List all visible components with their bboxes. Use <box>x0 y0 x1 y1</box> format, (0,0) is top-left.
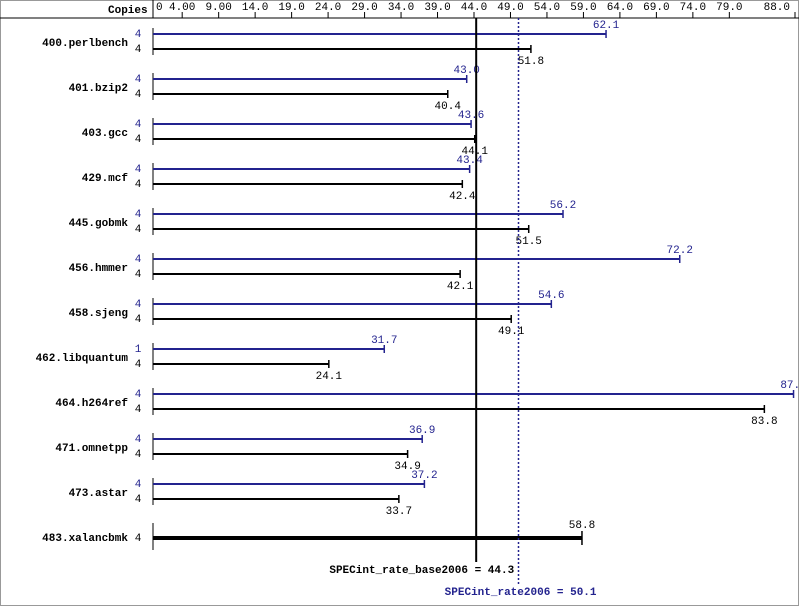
value-label: 51.8 <box>518 56 544 68</box>
copies-label: 4 <box>135 389 142 401</box>
copies-label: 4 <box>135 224 142 236</box>
value-label: 51.5 <box>516 236 542 248</box>
benchmark-label: 458.sjeng <box>69 308 128 320</box>
benchmark-label: 445.gobmk <box>69 218 129 230</box>
value-label: 62.1 <box>593 20 620 32</box>
reference-label: SPECint_rate_base2006 = 44.3 <box>329 565 514 577</box>
copies-label: 4 <box>135 434 142 446</box>
benchmark-label: 403.gcc <box>82 128 128 140</box>
x-tick-label: 59.0 <box>570 2 596 14</box>
copies-label: 4 <box>135 533 142 545</box>
value-label: 36.9 <box>409 425 435 437</box>
x-tick-label: 19.0 <box>278 2 304 14</box>
benchmark-label: 464.h264ref <box>55 398 128 410</box>
copies-label: 4 <box>135 44 142 56</box>
copies-label: 4 <box>135 299 142 311</box>
value-label: 72.2 <box>667 245 693 257</box>
x-tick-label: 14.0 <box>242 2 268 14</box>
x-tick-label: 4.00 <box>169 2 195 14</box>
x-tick-label: 24.0 <box>315 2 341 14</box>
copies-label: 4 <box>135 404 142 416</box>
value-label: 54.6 <box>538 290 564 302</box>
copies-label: 1 <box>135 344 142 356</box>
x-tick-label: 9.00 <box>205 2 231 14</box>
copies-label: 4 <box>135 449 142 461</box>
copies-label: 4 <box>135 89 142 101</box>
benchmark-label: 473.astar <box>69 488 128 500</box>
x-tick-label: 88.0 <box>764 2 790 14</box>
x-tick-label: 69.0 <box>643 2 669 14</box>
value-label: 43.4 <box>456 155 483 167</box>
x-tick-label: 64.0 <box>607 2 633 14</box>
copies-label: 4 <box>135 479 142 491</box>
copies-label: 4 <box>135 164 142 176</box>
value-label: 43.6 <box>458 110 484 122</box>
value-label: 34.9 <box>394 461 420 473</box>
value-label: 33.7 <box>386 506 412 518</box>
reference-label: SPECint_rate2006 = 50.1 <box>445 587 597 599</box>
value-label: 37.2 <box>411 470 437 482</box>
copies-label: 4 <box>135 314 142 326</box>
value-label: 49.1 <box>498 326 525 338</box>
copies-label: 4 <box>135 359 142 371</box>
copies-label: 4 <box>135 29 142 41</box>
benchmark-label: 401.bzip2 <box>69 83 128 95</box>
copies-label: 4 <box>135 74 142 86</box>
copies-label: 4 <box>135 134 142 146</box>
value-label: 24.1 <box>316 371 343 383</box>
value-label: 83.8 <box>751 416 777 428</box>
copies-label: 4 <box>135 269 142 281</box>
value-label: 43.0 <box>454 65 480 77</box>
value-label: 40.4 <box>435 101 462 113</box>
x-tick-label: 29.0 <box>351 2 377 14</box>
benchmark-label: 471.omnetpp <box>55 443 128 455</box>
value-label: 87.8 <box>780 380 799 392</box>
value-label: 56.2 <box>550 200 576 212</box>
x-tick-label: 39.0 <box>424 2 450 14</box>
x-tick-label: 79.0 <box>716 2 742 14</box>
benchmark-label: 429.mcf <box>82 173 129 185</box>
benchmark-label: 400.perlbench <box>42 38 128 50</box>
value-label: 42.1 <box>447 281 474 293</box>
value-label: 42.4 <box>449 191 476 203</box>
copies-label: 4 <box>135 209 142 221</box>
copies-label: 4 <box>135 119 142 131</box>
benchmark-label: 483.xalancbmk <box>42 533 128 545</box>
copies-header: Copies <box>108 5 148 17</box>
copies-label: 4 <box>135 179 142 191</box>
copies-label: 4 <box>135 254 142 266</box>
benchmark-label: 456.hmmer <box>69 263 128 275</box>
benchmark-label: 462.libquantum <box>36 353 129 365</box>
value-label: 44.1 <box>462 146 489 158</box>
value-label: 31.7 <box>371 335 397 347</box>
x-tick-label: 54.0 <box>534 2 560 14</box>
x-tick-label: 34.0 <box>388 2 414 14</box>
x-tick-label: 49.0 <box>497 2 523 14</box>
x-tick-label: 44.0 <box>461 2 487 14</box>
x-tick-label: 0 <box>156 2 163 14</box>
copies-label: 4 <box>135 494 142 506</box>
value-label: 58.8 <box>569 520 595 532</box>
x-tick-label: 74.0 <box>680 2 706 14</box>
